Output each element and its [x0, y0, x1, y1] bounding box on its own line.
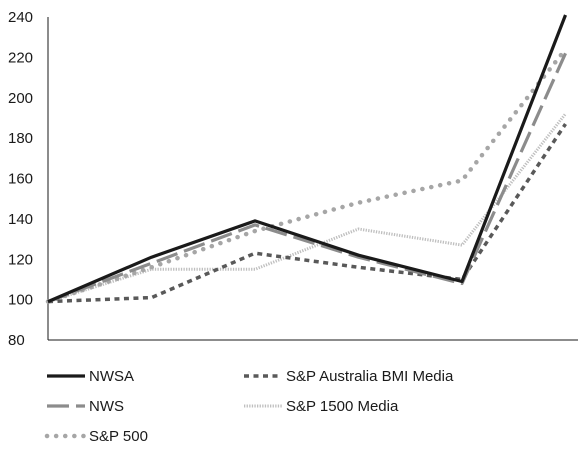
legend-label-nwsa: NWSA — [89, 368, 134, 385]
y-tick-label: 180 — [8, 130, 33, 147]
series-line-s-p-500 — [45, 47, 568, 304]
y-tick-label: 100 — [8, 292, 33, 309]
legend: NWSA NWS S&P 500 S&P Australia BMI Media S&P… — [44, 368, 454, 445]
y-tick-label: 120 — [8, 251, 33, 268]
legend-label-s-p-australia-bmi-media: S&P Australia BMI Media — [286, 368, 454, 385]
series-line-s-p-australia-bmi-media — [47, 123, 567, 304]
series-line-s-p-1500-media — [47, 112, 567, 304]
legend-label-s-p-1500-media: S&P 1500 Media — [286, 398, 399, 415]
series-line-nwsa — [47, 14, 567, 304]
y-tick-label: 240 — [8, 9, 33, 26]
series-line-nws — [47, 52, 567, 304]
legend-label-s-p-500: S&P 500 — [89, 428, 148, 445]
legend-label-nws: NWS — [89, 398, 124, 415]
y-tick-label: 160 — [8, 171, 33, 188]
y-tick-label: 220 — [8, 49, 33, 66]
y-tick-label: 140 — [8, 211, 33, 228]
y-tick-label: 200 — [8, 90, 33, 107]
y-tick-label: 80 — [8, 332, 25, 349]
plot-area: 80 100 120 140 160 180 200 220 240 — [8, 9, 578, 349]
